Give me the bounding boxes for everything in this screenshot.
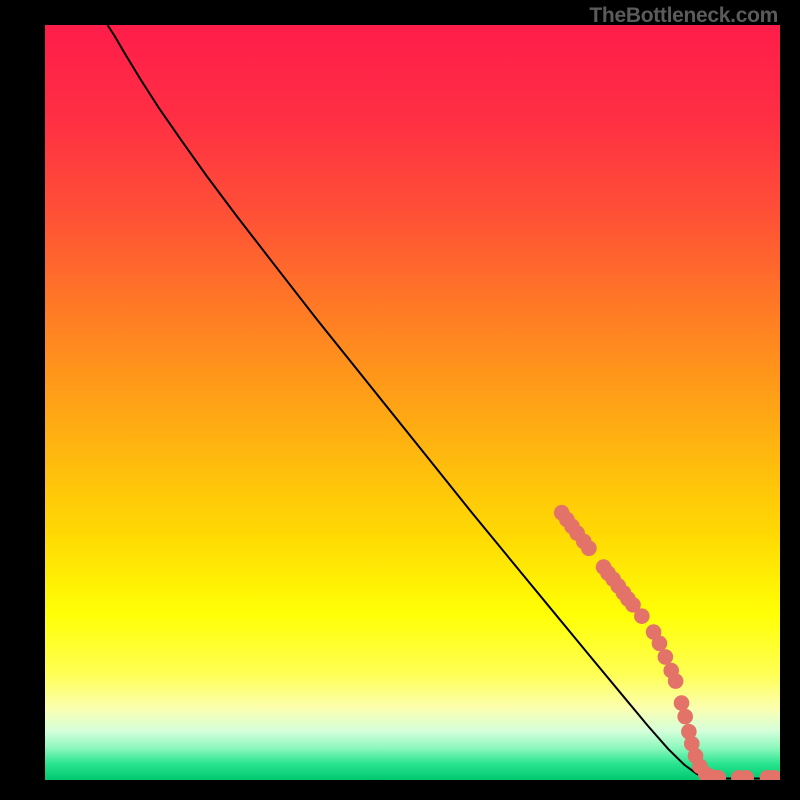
data-marker — [581, 540, 597, 556]
chart-svg — [45, 25, 780, 780]
data-marker — [634, 608, 650, 624]
data-marker — [652, 636, 668, 652]
data-marker — [674, 695, 690, 711]
data-marker — [658, 649, 674, 665]
data-marker — [677, 709, 693, 725]
watermark-text: TheBottleneck.com — [589, 4, 778, 28]
data-marker — [668, 673, 684, 689]
chart-plot-area — [45, 25, 780, 780]
